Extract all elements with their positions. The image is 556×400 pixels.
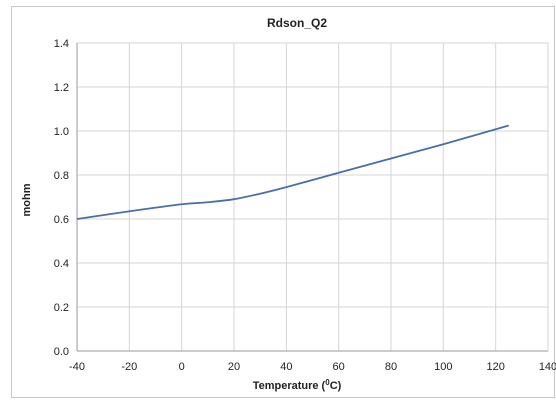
x-axis-ticks: -40 -20 0 20 40 60 80 100 120 140 xyxy=(69,361,556,373)
x-axis-label-end: C) xyxy=(330,380,342,392)
y-tick-label: 1.2 xyxy=(54,82,69,94)
x-tick-label: 140 xyxy=(539,361,556,373)
x-axis-label: Temperature (0C) xyxy=(253,378,342,392)
y-tick-label: 1.4 xyxy=(54,38,69,50)
chart-frame xyxy=(11,6,555,398)
chart-title: Rdson_Q2 xyxy=(267,16,327,30)
y-axis-ticks: 0.0 0.2 0.4 0.6 0.8 1.0 1.2 1.4 xyxy=(54,38,69,358)
x-tick-label: -20 xyxy=(121,361,137,373)
y-tick-label: 0.2 xyxy=(54,302,69,314)
y-tick-label: 0.6 xyxy=(54,214,69,226)
x-axis-label-superscript: 0 xyxy=(325,378,330,387)
y-tick-label: 0.0 xyxy=(54,346,69,358)
y-tick-label: 0.8 xyxy=(54,170,69,182)
y-axis-label: mohm xyxy=(21,183,33,216)
x-tick-label: 0 xyxy=(179,361,185,373)
gridlines xyxy=(76,42,549,352)
x-axis-label-main: Temperature ( xyxy=(253,380,326,392)
x-tick-label: 60 xyxy=(333,361,345,373)
x-tick-label: 100 xyxy=(434,361,452,373)
y-tick-label: 1.0 xyxy=(54,126,69,138)
x-tick-label: -40 xyxy=(69,361,85,373)
series-line xyxy=(76,124,509,220)
y-tick-label: 0.4 xyxy=(54,258,69,270)
x-tick-label: 80 xyxy=(385,361,397,373)
x-tick-label: 120 xyxy=(486,361,504,373)
x-tick-label: 40 xyxy=(280,361,292,373)
x-tick-label: 20 xyxy=(228,361,240,373)
data-series xyxy=(76,124,509,220)
